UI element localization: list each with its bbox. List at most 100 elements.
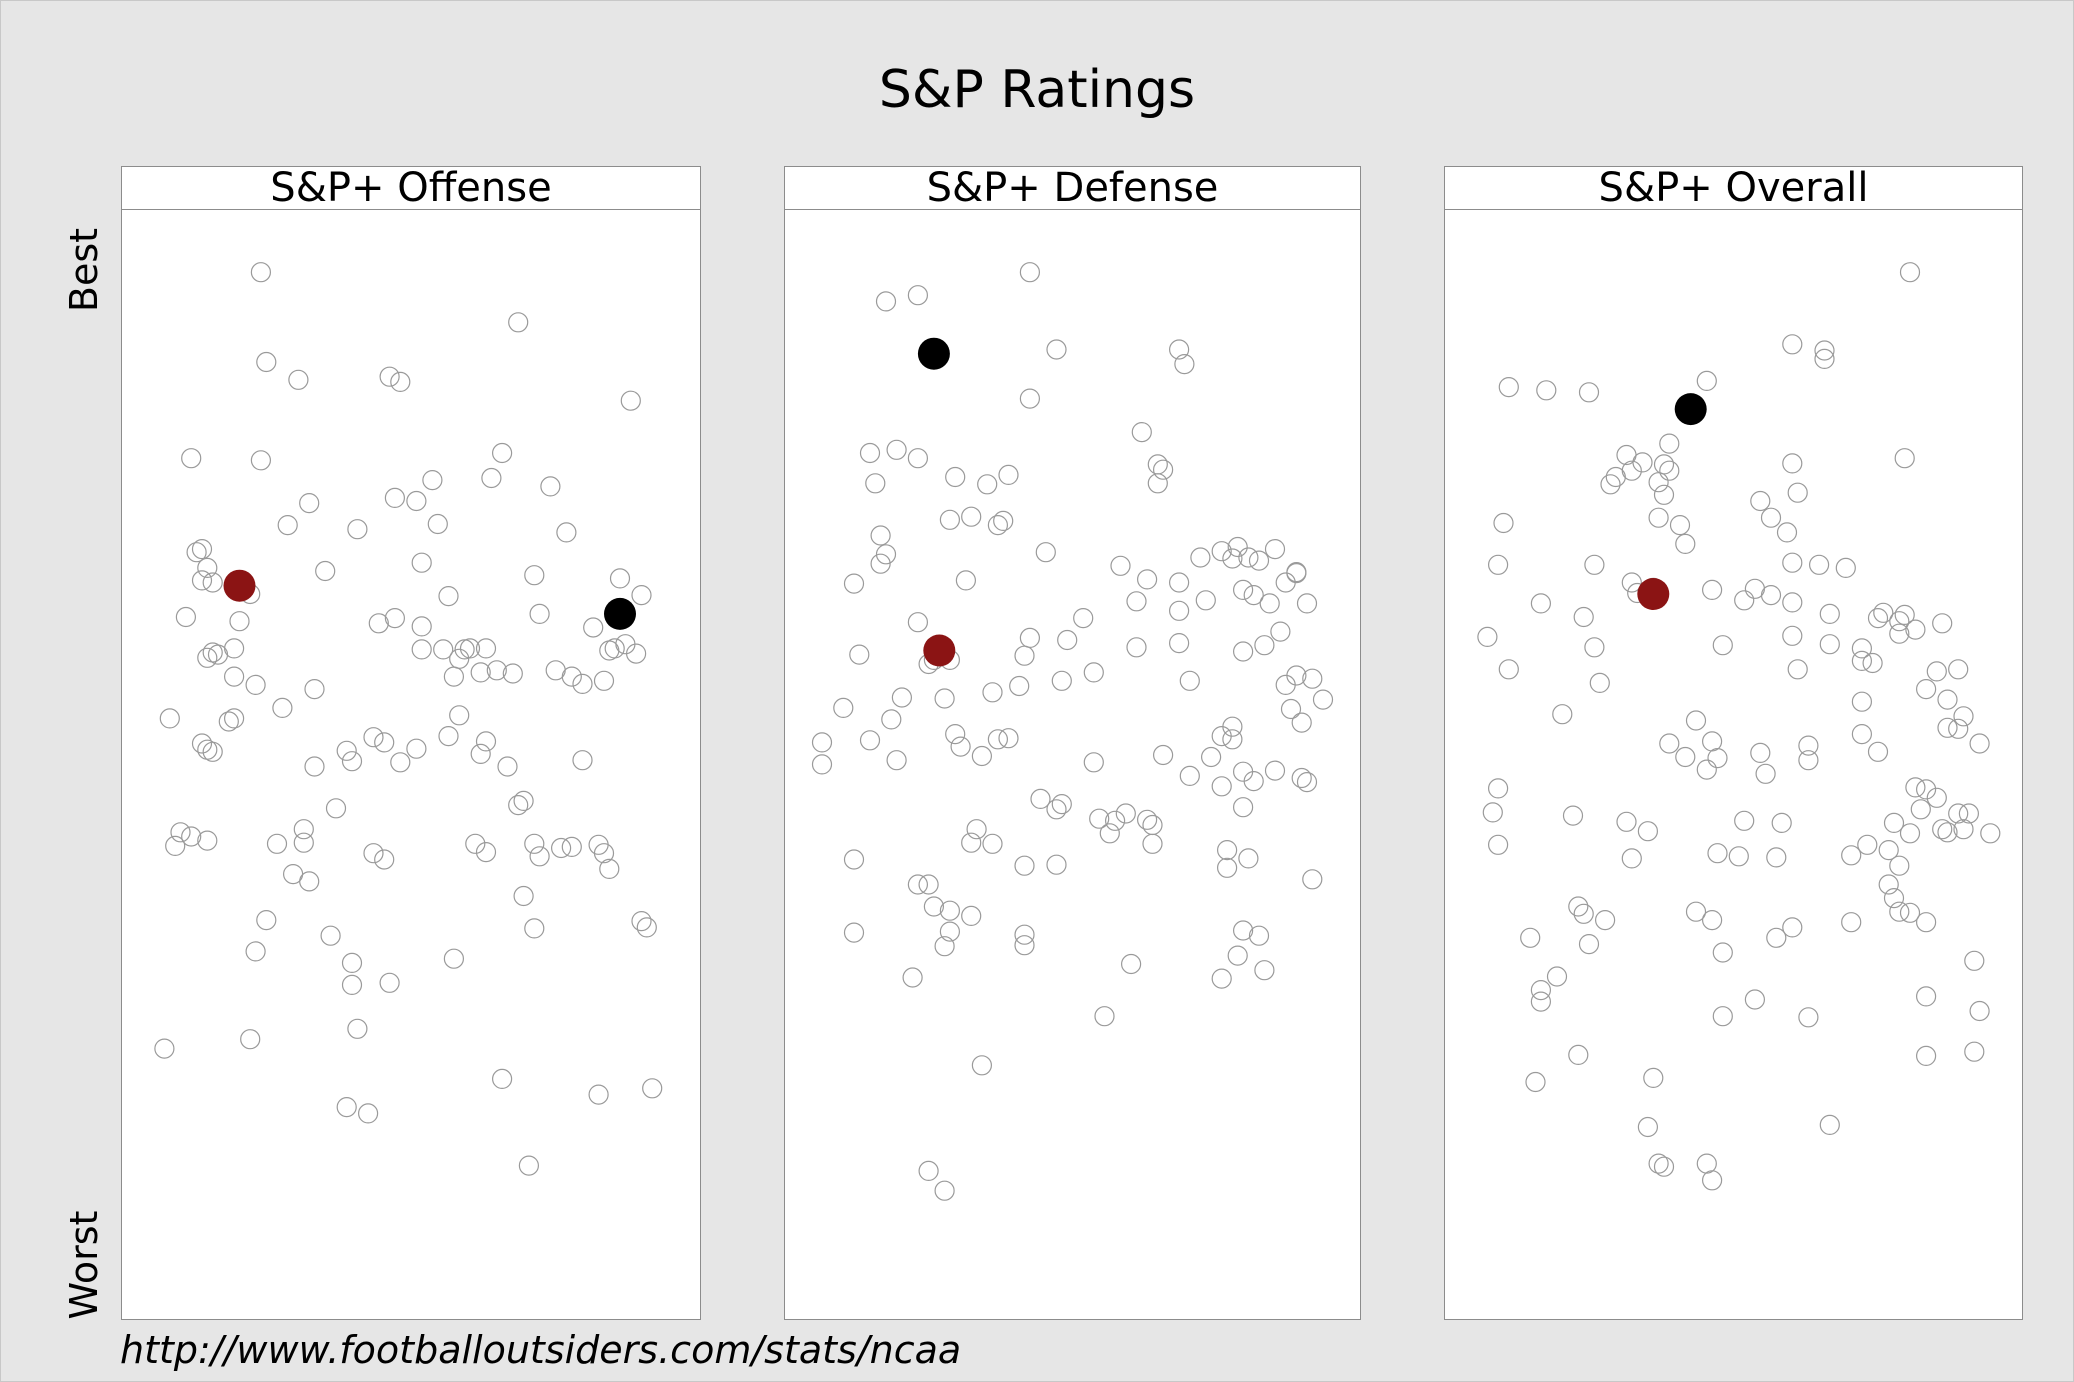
data-point bbox=[843, 922, 865, 943]
data-point bbox=[1302, 869, 1323, 890]
data-point bbox=[1621, 572, 1642, 593]
data-point bbox=[631, 584, 652, 606]
data-point bbox=[1669, 514, 1691, 536]
data-point bbox=[1819, 1114, 1840, 1136]
data-point bbox=[1286, 561, 1307, 583]
data-point bbox=[347, 1018, 368, 1039]
data-point bbox=[1685, 710, 1707, 731]
data-point bbox=[299, 493, 320, 514]
chart-title: S&P Ratings bbox=[878, 60, 1196, 120]
data-point bbox=[1889, 623, 1910, 644]
data-point bbox=[1222, 548, 1243, 569]
data-point bbox=[1232, 920, 1254, 941]
data-point bbox=[390, 752, 411, 773]
data-point bbox=[1819, 603, 1840, 625]
data-point bbox=[320, 925, 341, 946]
data-point bbox=[202, 741, 223, 762]
data-point bbox=[341, 952, 363, 974]
data-point bbox=[1142, 833, 1163, 854]
data-point bbox=[245, 941, 266, 962]
data-point bbox=[529, 846, 550, 867]
data-point bbox=[1851, 723, 1873, 745]
data-point bbox=[1120, 953, 1142, 975]
data-point bbox=[529, 603, 550, 625]
data-point bbox=[1926, 787, 1947, 808]
highlight-point-black bbox=[1674, 393, 1707, 426]
data-point bbox=[347, 519, 368, 540]
data-point bbox=[277, 514, 298, 536]
data-point bbox=[1232, 579, 1254, 601]
data-point bbox=[934, 936, 955, 957]
data-point bbox=[1498, 377, 1519, 398]
data-point bbox=[1605, 466, 1626, 488]
data-point bbox=[1126, 637, 1147, 658]
data-point bbox=[918, 1160, 939, 1182]
data-point bbox=[998, 728, 1019, 749]
data-point bbox=[250, 262, 271, 283]
data-point bbox=[1286, 562, 1307, 584]
data-point bbox=[1675, 533, 1696, 555]
data-point bbox=[1573, 606, 1594, 628]
data-point bbox=[411, 639, 432, 660]
data-point bbox=[1889, 855, 1910, 876]
data-point bbox=[1227, 536, 1248, 558]
data-point bbox=[1195, 590, 1216, 611]
data-point bbox=[218, 711, 239, 732]
data-point bbox=[572, 750, 593, 771]
data-point bbox=[849, 644, 870, 665]
highlight-point-red bbox=[1637, 578, 1670, 610]
data-point bbox=[1600, 474, 1621, 495]
data-point bbox=[1841, 912, 1862, 933]
data-point bbox=[224, 708, 245, 729]
data-point bbox=[1889, 901, 1910, 922]
data-point bbox=[993, 510, 1014, 532]
data-point bbox=[256, 351, 277, 373]
data-point bbox=[1530, 991, 1552, 1012]
data-point bbox=[449, 705, 470, 726]
data-point bbox=[1264, 760, 1286, 781]
source-url: http://www.footballoutsiders.com/stats/n… bbox=[120, 1328, 962, 1372]
panel-overall bbox=[1444, 210, 2023, 1320]
data-point bbox=[1712, 1006, 1733, 1027]
data-point bbox=[363, 843, 384, 864]
data-point bbox=[1562, 805, 1584, 826]
data-point bbox=[1883, 887, 1905, 909]
data-point bbox=[1701, 1170, 1723, 1191]
data-point bbox=[1835, 557, 1856, 579]
data-point bbox=[1712, 942, 1733, 963]
data-point bbox=[961, 905, 982, 927]
data-point bbox=[508, 794, 529, 816]
data-point bbox=[1937, 717, 1958, 738]
data-point bbox=[1787, 482, 1808, 503]
data-point bbox=[859, 442, 881, 464]
data-point bbox=[197, 557, 218, 579]
data-point bbox=[1594, 909, 1616, 931]
data-point bbox=[1190, 547, 1211, 568]
data-point bbox=[1899, 262, 1921, 283]
data-point bbox=[374, 849, 395, 870]
data-point bbox=[272, 697, 293, 719]
data-point bbox=[1254, 960, 1275, 981]
data-point bbox=[918, 874, 939, 895]
data-point bbox=[1953, 819, 1974, 840]
data-point bbox=[1014, 855, 1035, 876]
data-point bbox=[1760, 507, 1782, 528]
data-point bbox=[336, 740, 357, 761]
data-point bbox=[492, 442, 513, 464]
data-point bbox=[1659, 733, 1680, 754]
data-point bbox=[1131, 422, 1152, 443]
data-point bbox=[1030, 788, 1051, 810]
data-point bbox=[1696, 759, 1717, 780]
data-point bbox=[1115, 803, 1136, 824]
data-point bbox=[1648, 507, 1669, 528]
data-point bbox=[540, 476, 561, 497]
data-point bbox=[593, 670, 615, 691]
panel-header-overall: S&P+ Overall bbox=[1444, 166, 2023, 210]
data-point bbox=[1787, 659, 1808, 680]
data-point bbox=[1851, 638, 1873, 659]
data-point bbox=[971, 1055, 993, 1076]
data-point bbox=[843, 573, 865, 594]
data-point bbox=[1530, 593, 1552, 614]
data-point bbox=[907, 285, 929, 306]
data-point bbox=[1782, 917, 1803, 938]
